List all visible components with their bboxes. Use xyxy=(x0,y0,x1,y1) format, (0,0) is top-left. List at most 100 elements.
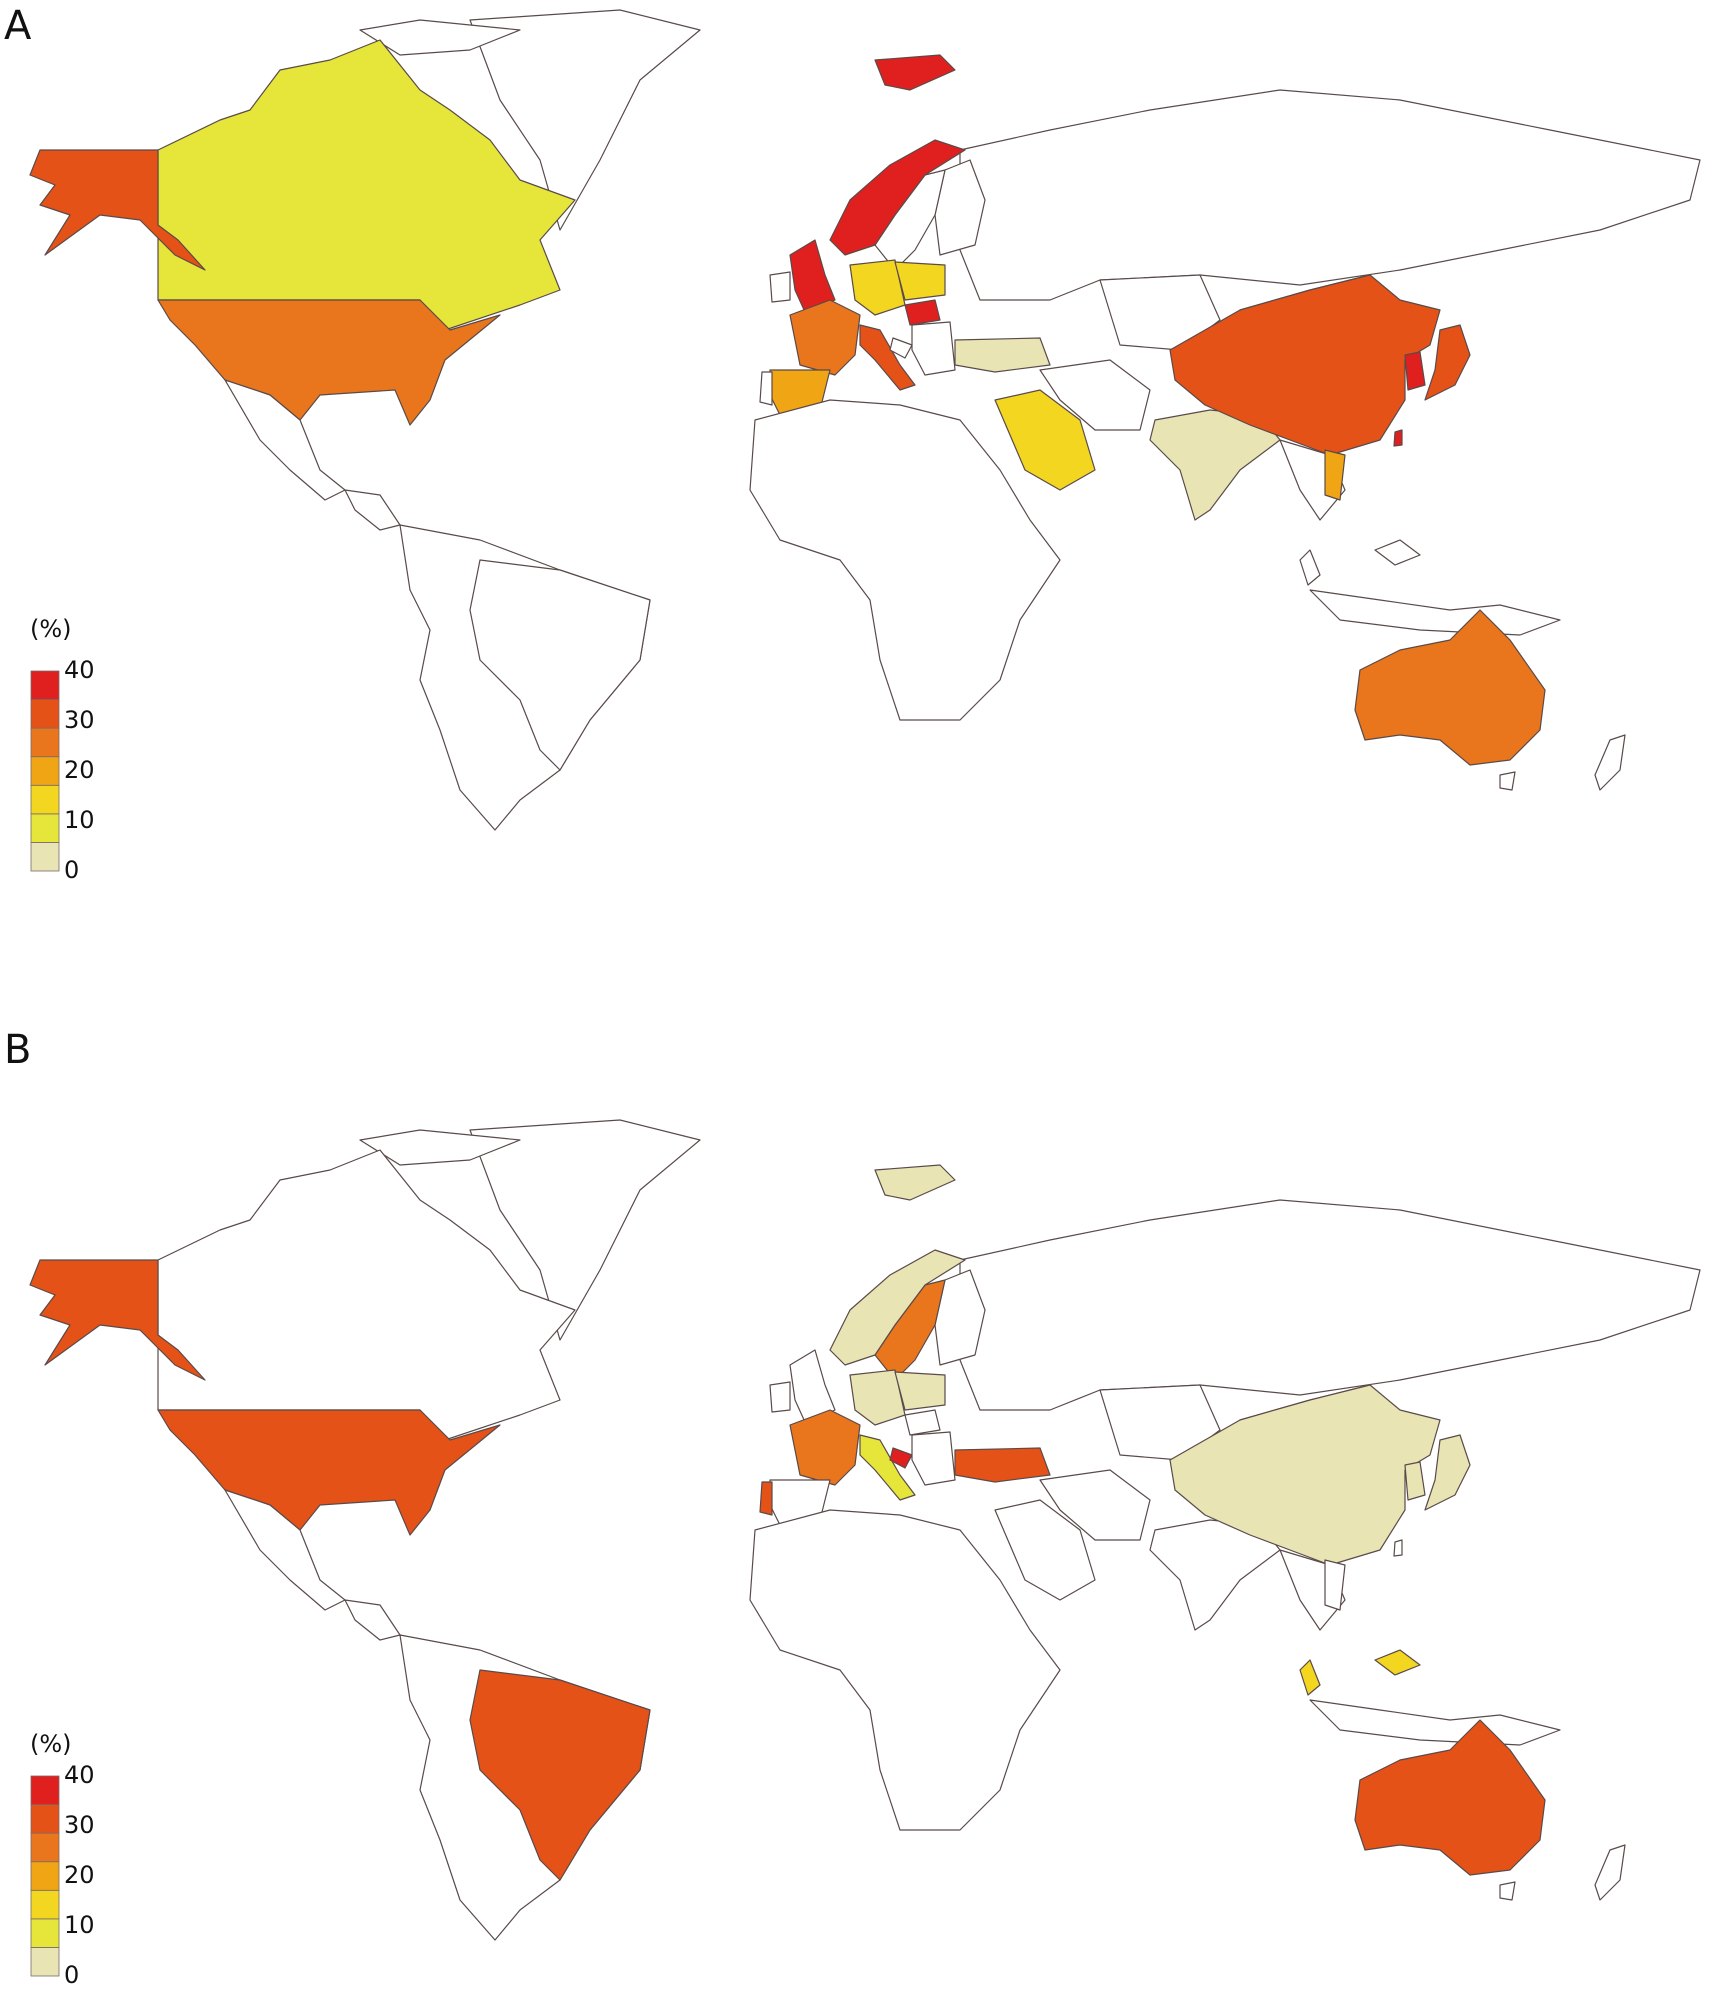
region-malaysia xyxy=(1299,1649,1421,1696)
region-taiwan xyxy=(1393,429,1403,447)
panel-b-legend-bar xyxy=(30,1775,60,1977)
region-greenland xyxy=(469,9,701,231)
region-vietnam xyxy=(1324,449,1346,501)
region-tasmania xyxy=(1499,1881,1516,1901)
legend-swatch-1 xyxy=(30,1918,60,1948)
region-alaska xyxy=(29,149,206,271)
panel-a-legend-unit: (%) xyxy=(30,615,72,643)
region-turkey xyxy=(954,1447,1051,1483)
region-canada-islands xyxy=(359,19,521,56)
region-germany xyxy=(849,259,906,316)
panel-b: B (%) 40 30 20 10 0 xyxy=(0,1000,1736,2000)
region-poland xyxy=(894,261,946,301)
region-france xyxy=(789,299,861,376)
region-new-zealand xyxy=(1594,1844,1626,1901)
panel-a-tick-0: 0 xyxy=(64,856,80,884)
region-africa xyxy=(749,399,1061,721)
region-usa xyxy=(157,299,501,426)
region-brazil xyxy=(469,1669,651,1881)
panel-a-tick-10: 10 xyxy=(64,806,95,834)
region-korea xyxy=(1404,351,1426,391)
region-italy xyxy=(859,1434,916,1501)
region-ireland xyxy=(769,271,791,303)
region-tasmania xyxy=(1499,771,1516,791)
panel-a-label: A xyxy=(4,3,32,49)
region-brazil xyxy=(469,559,651,771)
region-croatia xyxy=(889,1447,913,1469)
region-usa xyxy=(157,1409,501,1536)
legend-swatch-2 xyxy=(30,1889,60,1920)
legend-swatch-5 xyxy=(30,699,60,729)
region-alaska xyxy=(29,1259,206,1381)
region-france xyxy=(789,1409,861,1486)
region-uk xyxy=(789,1349,836,1423)
region-greenland xyxy=(469,1119,701,1341)
legend-swatch-6 xyxy=(30,670,60,700)
region-saudi-arabia xyxy=(994,1499,1096,1601)
panel-a: A (%) 40 30 20 10 0 xyxy=(4,3,1701,884)
region-russia xyxy=(959,1199,1701,1411)
region-uk xyxy=(789,239,836,313)
panel-b-legend-unit: (%) xyxy=(30,1730,72,1758)
region-vietnam xyxy=(1324,1559,1346,1611)
region-indonesia xyxy=(1309,1699,1561,1746)
region-china xyxy=(1169,274,1441,456)
region-balkans xyxy=(911,1431,956,1486)
region-saudi-arabia xyxy=(994,389,1096,491)
region-norway xyxy=(829,1249,966,1366)
region-middle-east xyxy=(1039,359,1151,431)
panel-b-label: B xyxy=(4,1027,32,1073)
legend-swatch-4 xyxy=(30,727,60,758)
region-australia xyxy=(1354,609,1546,766)
region-portugal xyxy=(759,371,773,406)
legend-swatch-5 xyxy=(30,1804,60,1834)
panel-b-tick-40: 40 xyxy=(64,1761,95,1789)
panel-a-tick-40: 40 xyxy=(64,656,95,684)
region-malaysia xyxy=(1299,539,1421,586)
region-japan xyxy=(1424,1434,1471,1511)
region-svalbard xyxy=(874,1164,956,1201)
region-japan xyxy=(1424,324,1471,401)
panel-b-tick-10: 10 xyxy=(64,1911,95,1939)
region-ireland xyxy=(769,1381,791,1413)
panel-b-tick-0: 0 xyxy=(64,1961,80,1989)
region-central-america xyxy=(344,489,401,531)
legend-swatch-0 xyxy=(30,1947,60,1977)
legend-swatch-1 xyxy=(30,813,60,843)
region-germany xyxy=(849,1369,906,1426)
region-australia xyxy=(1354,1719,1546,1876)
legend-swatch-0 xyxy=(30,842,60,872)
legend-swatch-2 xyxy=(30,784,60,815)
region-hungary xyxy=(904,1409,941,1436)
panel-b-tick-20: 20 xyxy=(64,1861,95,1889)
region-balkans xyxy=(911,321,956,376)
legend-swatch-3 xyxy=(30,756,60,786)
legend-swatch-4 xyxy=(30,1832,60,1863)
panel-a-tick-30: 30 xyxy=(64,706,95,734)
region-svalbard xyxy=(874,54,956,91)
panel-a-legend-bar xyxy=(30,670,60,872)
region-korea xyxy=(1404,1461,1426,1501)
region-poland xyxy=(894,1371,946,1411)
region-turkey xyxy=(954,337,1051,373)
region-canada-islands xyxy=(359,1129,521,1166)
region-russia xyxy=(959,89,1701,301)
region-taiwan xyxy=(1393,1539,1403,1557)
legend-swatch-3 xyxy=(30,1861,60,1891)
panel-a-map xyxy=(29,9,1701,831)
region-africa xyxy=(749,1509,1061,1831)
region-indonesia xyxy=(1309,589,1561,636)
region-portugal xyxy=(759,1481,773,1516)
region-middle-east xyxy=(1039,1469,1151,1541)
region-china xyxy=(1169,1384,1441,1566)
panel-a-tick-20: 20 xyxy=(64,756,95,784)
region-hungary xyxy=(904,299,941,326)
region-norway xyxy=(829,139,966,256)
panel-b-map xyxy=(29,1119,1701,1941)
panel-b-tick-30: 30 xyxy=(64,1811,95,1839)
region-croatia xyxy=(889,337,913,359)
region-new-zealand xyxy=(1594,734,1626,791)
region-central-america xyxy=(344,1599,401,1641)
legend-swatch-6 xyxy=(30,1775,60,1805)
region-italy xyxy=(859,324,916,391)
